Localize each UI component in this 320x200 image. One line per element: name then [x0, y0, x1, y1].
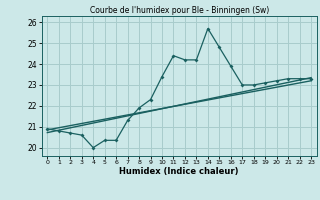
X-axis label: Humidex (Indice chaleur): Humidex (Indice chaleur) [119, 167, 239, 176]
Title: Courbe de l'humidex pour Ble - Binningen (Sw): Courbe de l'humidex pour Ble - Binningen… [90, 6, 269, 15]
